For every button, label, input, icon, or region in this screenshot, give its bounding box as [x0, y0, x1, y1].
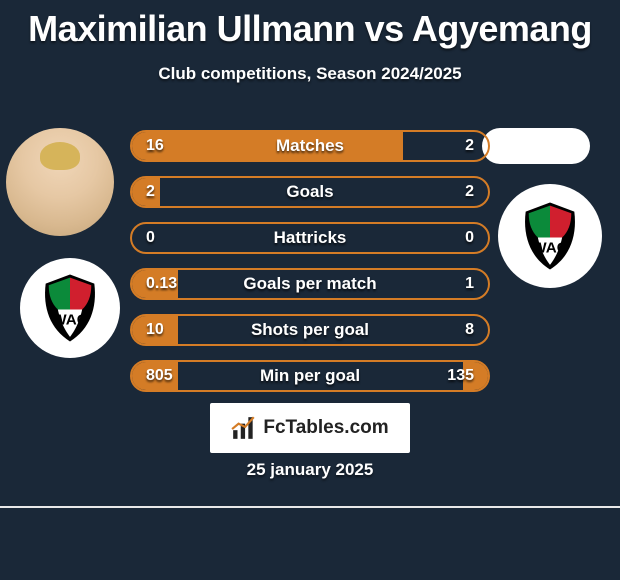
player-right-avatar [482, 128, 590, 164]
wac-logo-icon: WAC [32, 270, 108, 346]
stat-label: Hattricks [132, 228, 488, 248]
svg-text:WAC: WAC [52, 312, 87, 329]
stat-row-hattricks: 0 Hattricks 0 [130, 222, 490, 254]
player-left-club-badge: WAC [20, 258, 120, 358]
svg-text:WAC: WAC [532, 240, 567, 257]
stat-label: Goals [132, 182, 488, 202]
stat-right-value: 1 [465, 275, 474, 293]
player-left-avatar [6, 128, 114, 236]
stat-right-value: 135 [447, 367, 474, 385]
stat-row-goals: 2 Goals 2 [130, 176, 490, 208]
stat-label: Min per goal [132, 366, 488, 386]
stat-row-matches: 16 Matches 2 [130, 130, 490, 162]
stat-row-goals-per-match: 0.13 Goals per match 1 [130, 268, 490, 300]
watermark[interactable]: FcTables.com [210, 403, 410, 453]
stat-label: Matches [132, 136, 488, 156]
stat-row-shots-per-goal: 10 Shots per goal 8 [130, 314, 490, 346]
bar-chart-icon [231, 415, 257, 441]
stats-area: 16 Matches 2 2 Goals 2 0 Hattricks 0 0.1… [130, 130, 490, 406]
stat-right-value: 8 [465, 321, 474, 339]
page-title: Maximilian Ullmann vs Agyemang [0, 8, 620, 50]
stat-right-value: 2 [465, 137, 474, 155]
stat-right-value: 2 [465, 183, 474, 201]
subtitle: Club competitions, Season 2024/2025 [0, 64, 620, 84]
stat-label: Shots per goal [132, 320, 488, 340]
date-text: 25 january 2025 [0, 460, 620, 480]
wac-logo-icon: WAC [512, 198, 588, 274]
watermark-text: FcTables.com [263, 417, 388, 439]
stat-right-value: 0 [465, 229, 474, 247]
player-right-club-badge: WAC [498, 184, 602, 288]
stat-label: Goals per match [132, 274, 488, 294]
stat-row-min-per-goal: 805 Min per goal 135 [130, 360, 490, 392]
separator [0, 506, 620, 508]
